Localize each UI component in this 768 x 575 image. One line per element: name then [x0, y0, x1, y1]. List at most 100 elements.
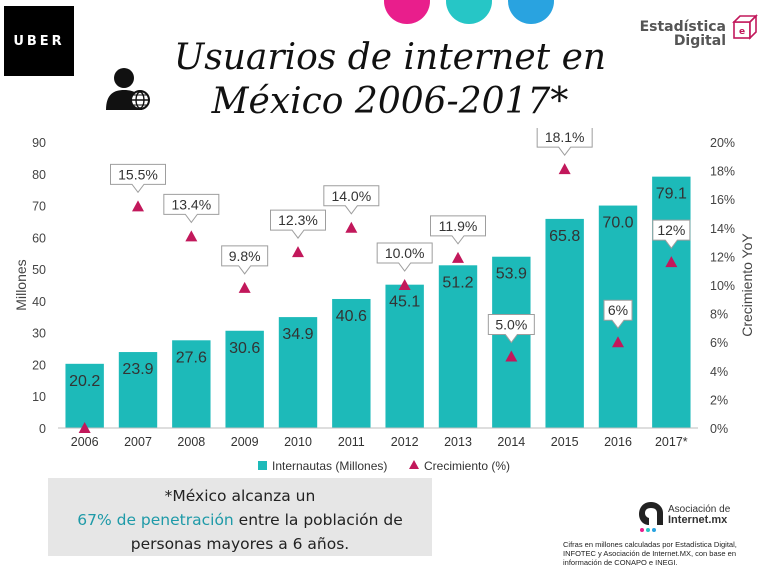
legend-label-bars: Internautas (Millones)	[272, 459, 387, 473]
user-globe-icon	[106, 68, 150, 110]
title-line-2: México 2006-2017*	[211, 81, 569, 122]
bar-value-label: 23.9	[122, 361, 153, 378]
growth-data-label: 13.4%	[171, 196, 211, 212]
bar-value-label: 79.1	[656, 186, 687, 203]
y-tick-label: 70	[32, 200, 46, 214]
bar	[65, 363, 104, 428]
page-title: Usuarios de internet en México 2006-2017…	[150, 36, 630, 124]
growth-marker	[238, 281, 251, 293]
bar-value-label: 20.2	[69, 373, 100, 390]
y2-tick-label: 12%	[710, 250, 735, 264]
y2-tick-label: 10%	[710, 279, 735, 293]
growth-data-label: 12%	[657, 222, 685, 238]
chart: 0 10 20 30 40 50 60 70 80 90 0% 2% 4% 6% 8% 10% 12% 14% 16…	[13, 128, 755, 473]
bar-value-label: 70.0	[602, 215, 633, 232]
note-line-2: entre la población de	[233, 511, 403, 529]
bar	[545, 218, 584, 428]
growth-data-label: 18.1%	[545, 129, 585, 145]
title-line-1: Usuarios de internet en	[173, 37, 607, 78]
growth-marker	[505, 350, 518, 362]
growth-marker	[78, 422, 91, 433]
x-tick-label: 2015	[551, 435, 579, 449]
y2-tick-label: 8%	[710, 308, 728, 322]
x-tick-label: 2017*	[655, 435, 688, 449]
growth-marker	[185, 230, 198, 242]
y2-tick-label: 2%	[710, 393, 728, 407]
growth-data-label: 9.8%	[229, 248, 261, 264]
growth-callout-box	[110, 163, 166, 194]
bar	[385, 284, 424, 428]
svg-text:e: e	[739, 27, 745, 37]
asociacion-logo-icon	[639, 502, 663, 532]
growth-callout-box	[652, 219, 691, 249]
growth-data-label: 11.9%	[439, 218, 478, 234]
growth-data-label: 14.0%	[331, 188, 371, 204]
y2-tick-label: 4%	[710, 365, 728, 379]
x-tick-label: 2012	[391, 435, 419, 449]
y-tick-label: 60	[32, 231, 46, 245]
note-line-3: personas mayores a 6 años.	[130, 535, 350, 553]
y2-tick-label: 0%	[710, 422, 728, 436]
cube-icon: e	[732, 14, 758, 40]
legend-swatch-growth	[409, 460, 419, 469]
penetration-note: *México alcanza un 67% de penetración en…	[48, 478, 432, 556]
decor-dot-teal	[446, 0, 492, 24]
x-tick-label: 2011	[338, 435, 365, 449]
bar-value-label: 45.1	[389, 294, 420, 311]
growth-callout-box	[323, 185, 380, 215]
growth-callout-box	[376, 242, 433, 272]
x-tick-label: 2016	[604, 435, 632, 449]
growth-marker	[345, 221, 358, 233]
growth-callout-box	[163, 193, 220, 224]
y2-axis-label: Crecimiento YoY	[739, 233, 755, 337]
growth-callout-box	[270, 209, 326, 239]
x-tick-label: 2007	[124, 435, 152, 449]
growth-data-label: 10.0%	[385, 245, 425, 261]
x-tick-label: 2008	[177, 435, 205, 449]
legend-label-growth: Crecimiento (%)	[424, 459, 510, 473]
decor-dot-pink	[384, 0, 430, 24]
y2-tick-label: 6%	[710, 336, 728, 350]
growth-data-label: 5.0%	[495, 317, 527, 333]
growth-callout-box	[221, 245, 269, 275]
bar-value-label: 53.9	[496, 266, 527, 283]
x-tick-label: 2014	[497, 435, 525, 449]
growth-marker	[558, 163, 571, 175]
assoc-line-2: Internet.mx	[668, 514, 728, 526]
x-tick-label: 2010	[284, 435, 312, 449]
brand-line2: Digital	[673, 33, 726, 49]
note-line-1: *México alcanza un	[164, 487, 316, 505]
bar-value-label: 40.6	[336, 308, 367, 325]
bar	[172, 340, 211, 428]
growth-data-label: 15.5%	[118, 166, 158, 182]
x-tick-label: 2006	[71, 435, 99, 449]
estadistica-digital-logo: Estadística Digital e	[640, 14, 758, 49]
source-note: Cifras en millones calculadas por Estadí…	[563, 540, 737, 567]
uber-logo: UBER	[4, 6, 74, 76]
y-tick-label: 20	[32, 358, 46, 372]
y-tick-label: 40	[32, 295, 46, 309]
bar	[225, 330, 264, 428]
asociacion-internet-logo: Asociación de Internet.mx	[636, 498, 766, 534]
growth-marker	[292, 246, 304, 258]
y-tick-label: 0	[39, 422, 46, 436]
growth-data-label: 12.3%	[278, 212, 318, 228]
bar-value-label: 30.6	[229, 340, 260, 357]
y2-tick-label: 14%	[710, 222, 735, 236]
y-tick-label: 80	[32, 168, 46, 182]
uber-logo-text: UBER	[13, 33, 65, 49]
y2-tick-label: 18%	[710, 165, 735, 179]
y-tick-label: 50	[32, 263, 46, 277]
growth-marker	[452, 251, 464, 263]
y2-tick-label: 20%	[710, 136, 735, 150]
bar-value-label: 34.9	[282, 326, 313, 343]
bar-value-label: 65.8	[549, 228, 580, 245]
bar-value-label: 27.6	[176, 349, 207, 366]
x-tick-label: 2009	[231, 435, 259, 449]
growth-marker	[612, 336, 624, 348]
growth-marker	[665, 256, 678, 268]
x-tick-label: 2013	[444, 435, 472, 449]
y-tick-label: 30	[32, 327, 46, 341]
decor-dot-blue	[508, 0, 554, 24]
growth-marker	[398, 279, 411, 290]
